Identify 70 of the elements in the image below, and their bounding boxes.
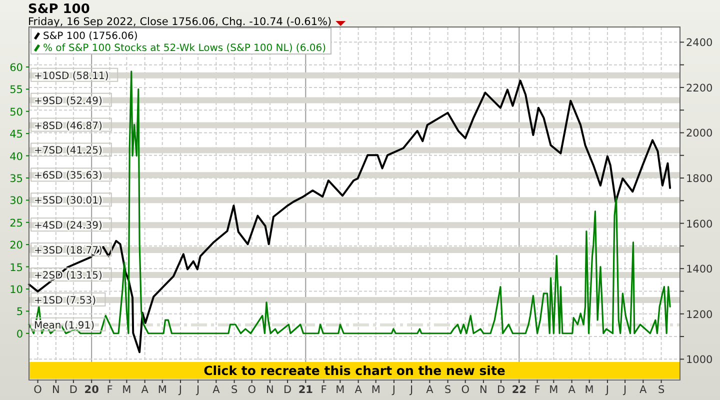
x-tick-label: N (52, 384, 60, 396)
x-tick-label: S (444, 384, 452, 396)
x-tick-label: A (426, 384, 434, 396)
x-tick-label: N (480, 384, 488, 396)
y-tick-label: 10 (10, 284, 23, 296)
ref-line-label: +5SD (30.01) (34, 196, 102, 207)
y2-tick-label: 1400 (686, 264, 713, 276)
x-tick-label: O (248, 384, 256, 396)
x-tick-label: 22 (512, 384, 526, 396)
x-tick-label: D (496, 384, 506, 396)
y2-tick-label: 1600 (686, 218, 713, 230)
x-tick-label: F (534, 384, 540, 396)
y2-tick-label: 1800 (686, 173, 713, 186)
x-tick-label: D (283, 384, 292, 396)
x-tick-label: J (622, 384, 627, 396)
ref-line-label: +1SD (7.53) (34, 295, 96, 306)
x-tick-label: J (408, 384, 414, 396)
x-tick-label: 20 (84, 384, 99, 396)
y-tick-label: 30 (10, 195, 23, 208)
x-tick-label: J (604, 384, 610, 396)
x-tick-label: M (158, 384, 167, 396)
x-tick-label: O (34, 384, 42, 396)
legend-label: % of S&P 100 Stocks at 52-Wk Lows (S&P 100 NL) (6.06) (43, 43, 326, 54)
x-tick-label: A (640, 384, 648, 396)
y-tick-label: 5 (16, 306, 23, 318)
x-tick-label: 21 (298, 384, 313, 396)
ref-line-label: +10SD (58.11) (34, 70, 109, 82)
x-tick-label: F (320, 384, 327, 396)
y-tick-label: 45 (10, 128, 23, 141)
y-tick-label: 25 (10, 217, 23, 230)
legend-label: S&P 100 (1756.06) (43, 31, 138, 42)
y2-tick-label: 2200 (686, 82, 713, 94)
ref-line-label: +6SD (35.63) (34, 170, 102, 182)
x-tick-label: M (584, 384, 594, 396)
chart-title: S&P 100 (28, 2, 90, 17)
x-tick-label: S (230, 384, 238, 396)
y-tick-label: 15 (10, 262, 23, 274)
x-tick-label: M (371, 384, 380, 396)
y2-tick-label: 2000 (686, 128, 713, 140)
y2-tick-label: 2400 (686, 37, 713, 50)
y-tick-label: 60 (10, 62, 23, 74)
x-tick-label: J (195, 384, 200, 396)
x-tick-label: O (461, 384, 470, 396)
ref-line-label: +9SD (52.49) (34, 96, 102, 107)
x-tick-label: M (549, 384, 558, 396)
annotation: Click to recreate this chart on the new site (204, 363, 506, 378)
y-tick-label: 40 (10, 150, 23, 163)
x-tick-label: F (106, 384, 113, 396)
x-tick-label: D (69, 384, 78, 396)
x-tick-label: A (141, 384, 150, 396)
x-tick-label: N (266, 384, 274, 396)
x-tick-label: J (178, 384, 182, 396)
y-tick-label: 55 (10, 84, 23, 96)
x-tick-label: S (658, 384, 665, 396)
x-tick-label: A (568, 384, 576, 396)
ref-line-label: +8SD (46.87) (34, 120, 102, 132)
x-tick-label: J (391, 384, 396, 396)
x-tick-label: M (122, 384, 132, 396)
x-tick-label: A (354, 384, 363, 396)
ref-line-label: +7SD (41.25) (34, 146, 102, 157)
x-tick-label: M (336, 384, 345, 396)
y2-tick-label: 1200 (686, 308, 713, 321)
y-tick-label: 35 (10, 172, 23, 185)
x-tick-label: A (212, 384, 221, 396)
y-tick-label: 0 (16, 328, 23, 340)
y2-tick-label: 1000 (686, 354, 713, 366)
y-tick-label: 20 (10, 240, 23, 252)
chart-subtitle: Friday, 16 Sep 2022, Close 1756.06, Chg. -10.74 (-0.61%) (28, 16, 332, 28)
ref-line-label: +4SD (24.39) (34, 220, 102, 232)
y-tick-label: 50 (10, 106, 23, 118)
